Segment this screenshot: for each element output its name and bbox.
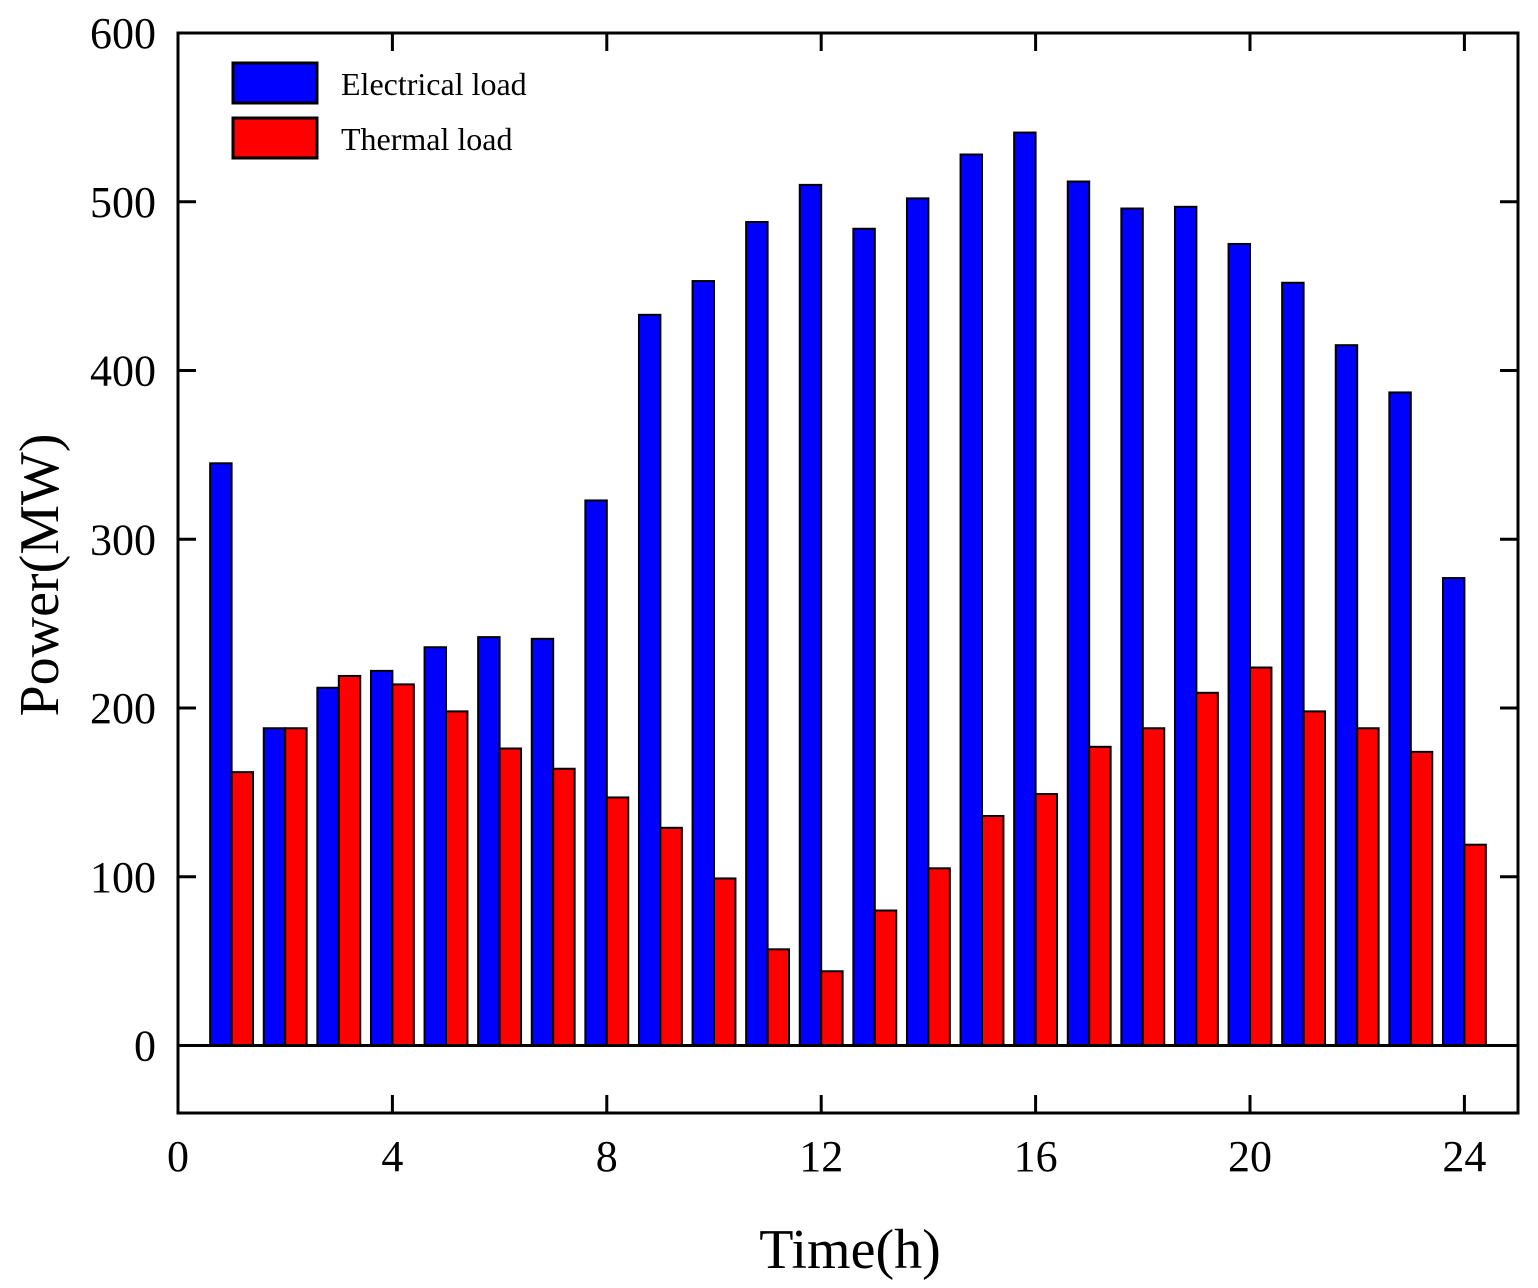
thermal-bar-24 <box>1463 843 1487 1047</box>
thermal-bar-4 <box>391 683 415 1047</box>
x-tick-label-0: 0 <box>167 1132 189 1181</box>
electrical-bar-24 <box>1441 577 1466 1047</box>
y-tick-label-200: 200 <box>90 684 156 733</box>
thermal-bar-9 <box>659 826 683 1047</box>
thermal-bar-18 <box>1141 727 1166 1047</box>
electrical-bar-14 <box>905 197 930 1047</box>
thermal-bar-12 <box>820 970 844 1047</box>
legend: Electrical load Thermal load <box>231 61 527 160</box>
thermal-bar-13 <box>873 909 898 1047</box>
thermal-bar-11 <box>766 948 791 1047</box>
electrical-bar-23 <box>1388 391 1412 1047</box>
legend-label-1: Electrical load <box>341 66 527 102</box>
electrical-bar-15 <box>959 153 983 1047</box>
electrical-bar-6 <box>477 636 501 1047</box>
x-tick-label-8: 8 <box>596 1132 618 1181</box>
x-tick-label-12: 12 <box>799 1132 843 1181</box>
x-tick-label-20: 20 <box>1228 1132 1272 1181</box>
electrical-bar-3 <box>316 686 340 1047</box>
y-tick-label-100: 100 <box>90 853 156 902</box>
thermal-bar-21 <box>1302 710 1327 1047</box>
electrical-bar-1 <box>209 462 233 1047</box>
electrical-bar-2 <box>262 727 287 1047</box>
electrical-bar-12 <box>798 183 823 1047</box>
x-tick-label-24: 24 <box>1442 1132 1486 1181</box>
thermal-bar-23 <box>1409 750 1434 1047</box>
electrical-bar-18 <box>1120 207 1144 1047</box>
electrical-bar-7 <box>530 637 555 1047</box>
x-tick-label-16: 16 <box>1014 1132 1058 1181</box>
y-tick-label-600: 600 <box>90 9 156 58</box>
thermal-bar-22 <box>1356 727 1380 1047</box>
thermal-bar-19 <box>1195 691 1219 1047</box>
y-tick-label-400: 400 <box>90 347 156 396</box>
electrical-bar-13 <box>852 227 876 1047</box>
x-axis-title: Time(h) <box>759 1219 941 1281</box>
electrical-bar-11 <box>745 221 769 1047</box>
thermal-bar-5 <box>445 710 469 1047</box>
y-axis-title: Power(MW) <box>9 433 71 716</box>
y-tick-label-300: 300 <box>90 515 156 564</box>
electrical-bar-21 <box>1281 281 1305 1047</box>
legend-swatch-1 <box>231 61 319 105</box>
legend-label-2: Thermal load <box>341 121 512 157</box>
thermal-bar-3 <box>337 674 362 1047</box>
electrical-bar-4 <box>369 669 394 1047</box>
legend-swatch-2 <box>231 116 319 160</box>
thermal-bar-10 <box>713 877 737 1047</box>
axes-layer: 0 100 200 300 400 500 600 0 4 8 12 16 20 24 <box>90 9 1520 1181</box>
thermal-bar-16 <box>1034 793 1059 1047</box>
electrical-bar-20 <box>1227 242 1252 1047</box>
electrical-bar-16 <box>1013 131 1037 1047</box>
electrical-bar-22 <box>1334 344 1359 1047</box>
y-tick-label-500: 500 <box>90 178 156 227</box>
thermal-bar-1 <box>230 771 255 1047</box>
electrical-bar-19 <box>1173 205 1198 1047</box>
electrical-bar-17 <box>1066 180 1091 1047</box>
plot-frame <box>176 31 1520 1115</box>
electrical-bar-9 <box>637 313 662 1047</box>
thermal-bar-2 <box>284 727 308 1047</box>
thermal-bar-7 <box>552 767 576 1047</box>
thermal-bar-15 <box>981 815 1005 1047</box>
bars-layer <box>209 131 1487 1047</box>
x-tick-label-4: 4 <box>381 1132 403 1181</box>
electrical-bar-10 <box>691 280 715 1047</box>
thermal-bar-6 <box>498 747 523 1047</box>
thermal-bar-8 <box>605 796 630 1047</box>
electrical-bar-5 <box>423 646 447 1047</box>
y-tick-label-0: 0 <box>134 1022 156 1071</box>
thermal-bar-20 <box>1249 666 1273 1047</box>
electrical-bar-8 <box>584 499 608 1047</box>
thermal-bar-17 <box>1088 745 1112 1047</box>
thermal-bar-14 <box>927 867 951 1047</box>
